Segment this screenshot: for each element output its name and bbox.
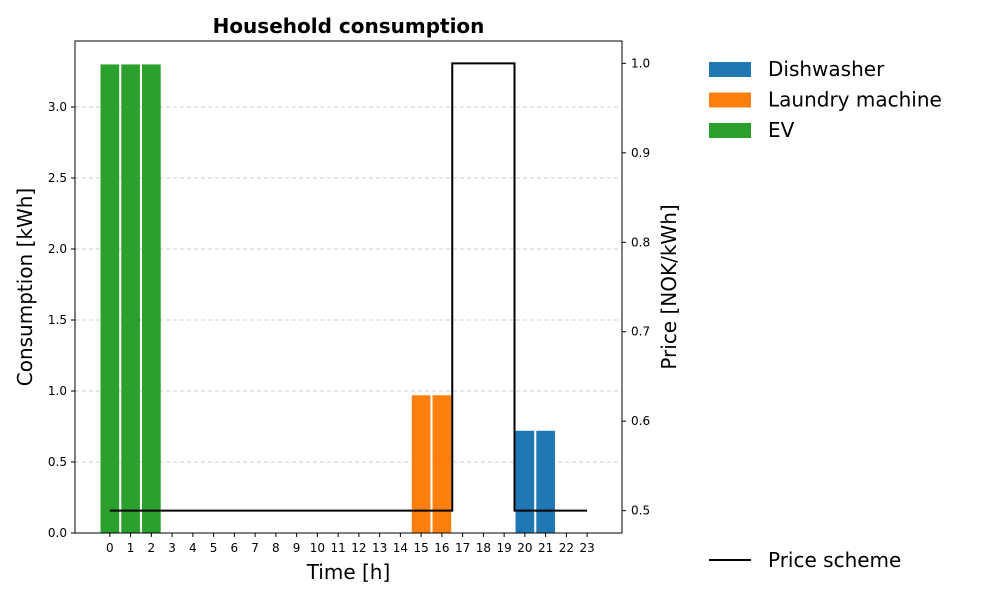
x-tick-label: 13 (372, 541, 387, 555)
price-scheme-line (109, 62, 588, 512)
legend: Dishwasher Laundry machine EV Price scheme (709, 57, 942, 572)
x-axis-label: Time [h] (306, 560, 391, 584)
y-tick-label: 2.0 (48, 242, 67, 256)
bar-ev (100, 64, 120, 533)
x-tick-label: 2 (148, 541, 156, 555)
y2-axis-ticks: 0.5 0.6 0.7 0.8 0.9 1.0 (622, 56, 650, 518)
y-tick-label: 1.5 (48, 313, 67, 327)
x-tick-label: 10 (310, 541, 325, 555)
legend-swatch (709, 92, 751, 108)
y2-tick-label: 0.5 (631, 504, 650, 518)
price-line-group (109, 62, 588, 512)
x-tick-label: 7 (251, 541, 259, 555)
y-tick-label: 2.5 (48, 171, 67, 185)
legend-swatch (709, 62, 751, 77)
x-tick-label: 22 (559, 541, 574, 555)
y2-axis-label: Price [NOK/kWh] (657, 204, 681, 369)
legend-label: EV (768, 118, 795, 142)
x-tick-label: 11 (330, 541, 345, 555)
x-tick-label: 16 (434, 541, 449, 555)
y-axis-ticks: 0.0 0.5 1.0 1.5 2.0 2.5 3.0 (48, 100, 75, 540)
x-tick-label: 15 (413, 541, 428, 555)
legend-swatch (709, 123, 751, 138)
x-tick-label: 12 (351, 541, 366, 555)
y-axis-label: Consumption [kWh] (13, 188, 37, 386)
x-tick-label: 20 (517, 541, 532, 555)
y-tick-label: 1.0 (48, 384, 67, 398)
y-tick-label: 0.0 (48, 526, 67, 540)
x-tick-label: 3 (168, 541, 176, 555)
legend-label: Price scheme (768, 548, 901, 572)
legend-label: Dishwasher (768, 57, 885, 81)
x-axis-ticks: 0 1 2 3 4 5 6 7 8 9 10 11 12 13 14 15 16 17 18 19 20 21 22 23 (106, 533, 595, 555)
x-tick-label: 9 (293, 541, 301, 555)
x-tick-label: 18 (476, 541, 491, 555)
bars (100, 64, 555, 533)
bar-dishwasher (515, 430, 535, 533)
x-tick-label: 8 (272, 541, 280, 555)
y2-tick-label: 0.7 (631, 325, 650, 339)
legend-label: Laundry machine (768, 88, 942, 112)
y2-tick-label: 0.6 (631, 414, 650, 428)
x-tick-label: 14 (393, 541, 408, 555)
bar-ev (142, 64, 161, 533)
x-tick-label: 6 (231, 541, 239, 555)
x-tick-label: 17 (455, 541, 470, 555)
chart-title: Household consumption (213, 14, 485, 38)
bar-ev (121, 64, 140, 533)
x-tick-label: 23 (579, 541, 594, 555)
y2-tick-label: 0.8 (631, 235, 650, 249)
y2-tick-label: 1.0 (631, 56, 650, 70)
x-tick-label: 0 (106, 541, 114, 555)
grid-lines (75, 106, 622, 534)
y-tick-label: 0.5 (48, 455, 67, 469)
x-tick-label: 19 (496, 541, 511, 555)
x-tick-label: 4 (189, 541, 197, 555)
y2-tick-label: 0.9 (631, 146, 650, 160)
bar-laundry-machine (411, 395, 431, 533)
x-tick-label: 1 (127, 541, 135, 555)
x-tick-label: 21 (538, 541, 553, 555)
plot-frame (74, 40, 623, 534)
bar-laundry-machine (432, 395, 452, 533)
x-tick-label: 5 (210, 541, 218, 555)
bar-dishwasher (536, 430, 555, 533)
y-tick-label: 3.0 (48, 100, 67, 114)
